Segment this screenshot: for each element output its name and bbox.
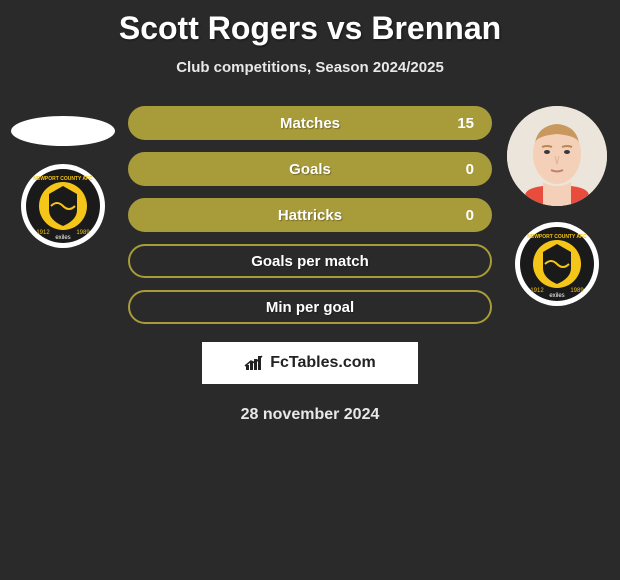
page-title: Scott Rogers vs Brennan <box>0 10 620 47</box>
stat-row: Goals per match <box>128 244 492 278</box>
subtitle: Club competitions, Season 2024/2025 <box>0 59 620 76</box>
brand-badge: FcTables.com <box>202 342 418 384</box>
svg-text:1912: 1912 <box>36 230 50 236</box>
chart-icon <box>244 355 264 371</box>
stat-label: Min per goal <box>266 299 354 316</box>
stat-label: Hattricks <box>278 207 342 224</box>
svg-text:exiles: exiles <box>549 293 564 299</box>
comparison-card: Scott Rogers vs Brennan Club competition… <box>0 0 620 424</box>
stat-row: Matches 15 <box>128 106 492 140</box>
stat-row: Hattricks 0 <box>128 198 492 232</box>
team-badge-right: NEWPORT COUNTY AFC 1912 exiles 1989 <box>515 222 599 306</box>
player-right-avatar <box>507 106 607 206</box>
stat-label: Matches <box>280 115 340 132</box>
stats-column: Matches 15 Goals 0 Hattricks 0 Goals per match… <box>128 106 492 324</box>
date-label: 28 november 2024 <box>0 406 620 424</box>
svg-text:1989: 1989 <box>76 230 90 236</box>
team-badge-left: NEWPORT COUNTY AFC 1912 exiles 1989 <box>21 164 105 248</box>
stat-value-right: 15 <box>457 115 474 132</box>
stat-value-right: 0 <box>466 207 474 224</box>
svg-text:1989: 1989 <box>570 288 584 294</box>
svg-text:exiles: exiles <box>55 235 70 241</box>
stat-row: Min per goal <box>128 290 492 324</box>
player-left-avatar <box>11 116 115 146</box>
stat-label: Goals <box>289 161 331 178</box>
svg-text:NEWPORT COUNTY AFC: NEWPORT COUNTY AFC <box>33 176 93 182</box>
stat-row: Goals 0 <box>128 152 492 186</box>
player-right-column: NEWPORT COUNTY AFC 1912 exiles 1989 <box>502 106 612 306</box>
svg-text:NEWPORT COUNTY AFC: NEWPORT COUNTY AFC <box>527 234 587 240</box>
svg-text:1912: 1912 <box>530 288 544 294</box>
stat-value-right: 0 <box>466 161 474 178</box>
stat-label: Goals per match <box>251 253 369 270</box>
brand-text: FcTables.com <box>270 354 376 372</box>
comparison-row: NEWPORT COUNTY AFC 1912 exiles 1989 Matc… <box>0 106 620 324</box>
player-left-column: NEWPORT COUNTY AFC 1912 exiles 1989 <box>8 106 118 248</box>
